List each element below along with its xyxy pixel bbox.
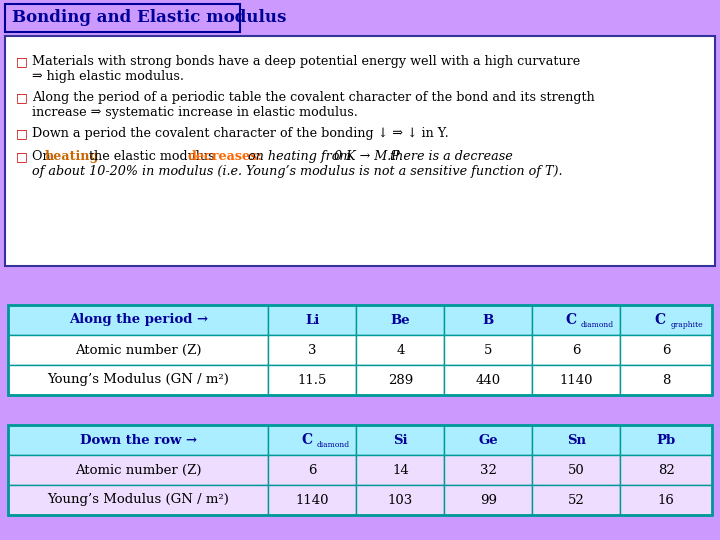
- Bar: [621, 305, 712, 335]
- Text: 5: 5: [485, 343, 492, 356]
- Text: diamond: diamond: [317, 441, 350, 449]
- Bar: [444, 455, 533, 485]
- Bar: [356, 485, 444, 515]
- Text: of about 10-20% in modulus (i.e. Young’s modulus is not a sensitive function of : of about 10-20% in modulus (i.e. Young’s…: [32, 165, 562, 178]
- Text: increase ⇒ systematic increase in elastic modulus.: increase ⇒ systematic increase in elasti…: [32, 106, 358, 119]
- Bar: [5, 36, 715, 266]
- Text: Young’s Modulus (GN / m²): Young’s Modulus (GN / m²): [48, 374, 229, 387]
- Bar: [356, 365, 444, 395]
- Bar: [533, 425, 621, 455]
- Text: Atomic number (Z): Atomic number (Z): [75, 343, 202, 356]
- Text: Si: Si: [393, 434, 408, 447]
- Text: 1140: 1140: [296, 494, 329, 507]
- Text: Li: Li: [305, 314, 320, 327]
- Text: Pb: Pb: [657, 434, 676, 447]
- Text: 6: 6: [572, 343, 581, 356]
- Text: there is a decrease: there is a decrease: [386, 150, 513, 163]
- Text: heating: heating: [45, 150, 99, 163]
- Text: decreases:: decreases:: [187, 150, 262, 163]
- Bar: [621, 455, 712, 485]
- Text: □: □: [16, 127, 28, 140]
- Text: 289: 289: [388, 374, 413, 387]
- Text: Atomic number (Z): Atomic number (Z): [75, 463, 202, 476]
- Text: 99: 99: [480, 494, 497, 507]
- Bar: [8, 305, 269, 335]
- Bar: [269, 485, 356, 515]
- Text: Young’s Modulus (GN / m²): Young’s Modulus (GN / m²): [48, 494, 229, 507]
- Text: the elastic modulus: the elastic modulus: [85, 150, 218, 163]
- Bar: [533, 485, 621, 515]
- Text: Sn: Sn: [567, 434, 586, 447]
- Bar: [621, 335, 712, 365]
- Bar: [356, 455, 444, 485]
- Bar: [269, 455, 356, 485]
- Text: □: □: [16, 150, 28, 163]
- Text: Down a period the covalent character of the bonding ↓ ⇒ ↓ in Y.: Down a period the covalent character of …: [32, 127, 449, 140]
- Bar: [533, 305, 621, 335]
- Text: B: B: [483, 314, 494, 327]
- Bar: [621, 425, 712, 455]
- Text: 82: 82: [658, 463, 675, 476]
- Bar: [8, 335, 269, 365]
- Bar: [356, 305, 444, 335]
- Text: Down the row →: Down the row →: [80, 434, 197, 447]
- Bar: [621, 365, 712, 395]
- Bar: [269, 305, 356, 335]
- Bar: [269, 365, 356, 395]
- Bar: [269, 335, 356, 365]
- Text: Ge: Ge: [479, 434, 498, 447]
- Text: Along the period of a periodic table the covalent character of the bond and its : Along the period of a periodic table the…: [32, 91, 595, 104]
- Text: 32: 32: [480, 463, 497, 476]
- Bar: [356, 335, 444, 365]
- Bar: [621, 485, 712, 515]
- Text: Materials with strong bonds have a deep potential energy well with a high curvat: Materials with strong bonds have a deep …: [32, 55, 580, 68]
- Text: diamond: diamond: [580, 321, 613, 329]
- Bar: [533, 335, 621, 365]
- Text: C: C: [654, 313, 666, 327]
- Text: □: □: [16, 55, 28, 68]
- Bar: [269, 425, 356, 455]
- Bar: [444, 425, 533, 455]
- Text: C: C: [565, 313, 576, 327]
- Bar: [444, 335, 533, 365]
- Text: 0 K → M.P: 0 K → M.P: [334, 150, 400, 163]
- Text: Along the period →: Along the period →: [68, 314, 208, 327]
- Text: graphite: graphite: [670, 321, 703, 329]
- Text: 8: 8: [662, 374, 670, 387]
- Bar: [5, 4, 240, 32]
- Bar: [356, 425, 444, 455]
- Text: 14: 14: [392, 463, 409, 476]
- Text: 16: 16: [658, 494, 675, 507]
- Text: On: On: [32, 150, 55, 163]
- Text: on heating from: on heating from: [244, 150, 356, 163]
- Bar: [444, 485, 533, 515]
- Bar: [533, 365, 621, 395]
- Bar: [533, 455, 621, 485]
- Text: C: C: [301, 433, 312, 447]
- Text: 6: 6: [662, 343, 670, 356]
- Text: 103: 103: [388, 494, 413, 507]
- Text: Bonding and Elastic modulus: Bonding and Elastic modulus: [12, 10, 287, 26]
- Text: 52: 52: [568, 494, 585, 507]
- Text: Be: Be: [391, 314, 410, 327]
- Bar: [8, 455, 269, 485]
- Text: □: □: [16, 91, 28, 104]
- Bar: [8, 425, 269, 455]
- Bar: [8, 485, 269, 515]
- Bar: [444, 365, 533, 395]
- Text: 4: 4: [396, 343, 405, 356]
- Text: ⇒ high elastic modulus.: ⇒ high elastic modulus.: [32, 70, 184, 83]
- Bar: [8, 365, 269, 395]
- Bar: [444, 305, 533, 335]
- Text: 440: 440: [476, 374, 501, 387]
- Text: 3: 3: [308, 343, 317, 356]
- Text: 1140: 1140: [559, 374, 593, 387]
- Text: 11.5: 11.5: [298, 374, 327, 387]
- Bar: [8, 425, 712, 515]
- Text: 6: 6: [308, 463, 317, 476]
- Bar: [8, 305, 712, 395]
- Text: 50: 50: [568, 463, 585, 476]
